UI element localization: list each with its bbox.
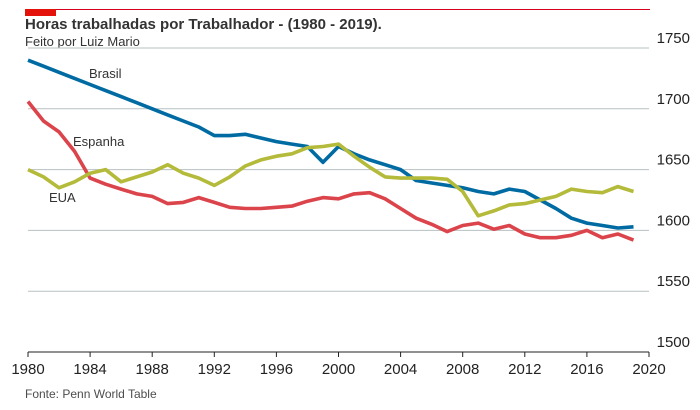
series-label-espanha: Espanha bbox=[73, 134, 125, 149]
x-tick-label: 2016 bbox=[570, 361, 603, 378]
y-tick-label: 1750 bbox=[657, 30, 690, 47]
x-tick-label: 2012 bbox=[508, 361, 541, 378]
x-tick-label: 2020 bbox=[632, 361, 665, 378]
y-tick-label: 1650 bbox=[657, 152, 690, 169]
x-tick-label: 2004 bbox=[384, 361, 417, 378]
y-tick-label: 1700 bbox=[657, 91, 690, 108]
series-label-brasil: Brasil bbox=[89, 66, 122, 81]
series-line-espanha bbox=[26, 100, 635, 242]
chart-subtitle: Feito por Luiz Mario bbox=[25, 34, 140, 49]
y-tick-label: 1600 bbox=[657, 212, 690, 229]
x-tick-label: 2008 bbox=[446, 361, 479, 378]
y-tick-label: 1550 bbox=[657, 273, 690, 290]
x-tick-label: 1992 bbox=[198, 361, 231, 378]
top-rule bbox=[25, 9, 650, 10]
series-lines bbox=[26, 58, 635, 242]
brand-accent-bar bbox=[25, 9, 56, 16]
x-tick-label: 2000 bbox=[322, 361, 355, 378]
series-label-eua: EUA bbox=[49, 190, 76, 205]
y-tick-label: 1500 bbox=[657, 334, 690, 351]
x-tick-label: 1984 bbox=[73, 361, 106, 378]
series-labels: Brasil Espanha EUA bbox=[49, 66, 125, 205]
x-tick-label: 1988 bbox=[136, 361, 169, 378]
chart-title: Horas trabalhadas por Trabalhador - (198… bbox=[25, 16, 382, 33]
axis-ticks: 1500 1550 1600 1650 1700 1750 1980 1984 1988 1992… bbox=[11, 30, 690, 378]
series-line-eua bbox=[27, 142, 635, 218]
source-note: Fonte: Penn World Table bbox=[25, 387, 157, 401]
series-line-brasil bbox=[27, 58, 634, 230]
x-tick-label: 1980 bbox=[11, 361, 44, 378]
x-tick-label: 1996 bbox=[260, 361, 293, 378]
